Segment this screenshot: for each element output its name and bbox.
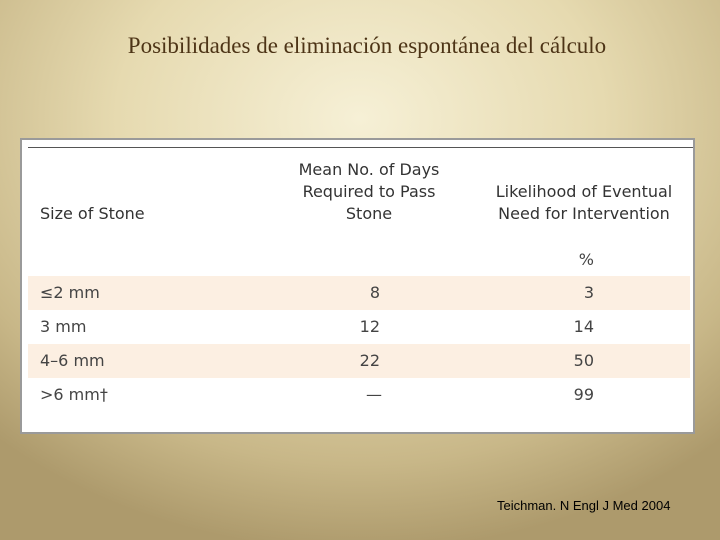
header-line: Need for Intervention <box>498 204 670 223</box>
table-row: 3 mm 12 14 <box>28 310 690 344</box>
table-cell: >6 mm† <box>40 385 108 404</box>
rule <box>28 147 693 148</box>
header-cell: Mean No. of Days Required to Pass Stone <box>284 159 454 225</box>
header-line: Size of Stone <box>40 204 145 223</box>
table: Size of Stone Mean No. of Days Required … <box>20 138 695 434</box>
header-line: Mean No. of Days <box>298 160 440 179</box>
table-cell: 12 <box>359 317 380 336</box>
slide-title: Posibilidades de eliminación espontánea … <box>127 33 607 58</box>
citation: Teichman. N Engl J Med 2004 <box>497 498 671 513</box>
table-row: ≤2 mm 8 3 <box>28 276 690 310</box>
header-line: Likelihood of Eventual <box>495 182 673 201</box>
table-cell: — <box>366 385 382 404</box>
header-cell: Size of Stone <box>40 203 145 225</box>
table-cell: 3 mm <box>40 317 87 336</box>
unit: % <box>578 250 594 269</box>
table-cell: 50 <box>573 351 594 370</box>
header-line: Stone <box>345 204 393 223</box>
table-row: 4–6 mm 22 50 <box>28 344 690 378</box>
table-cell: 8 <box>369 283 380 302</box>
header-line: Required to Pass <box>302 182 436 201</box>
table-row: >6 mm† — 99 <box>28 378 690 412</box>
table-cell: 3 <box>583 283 594 302</box>
table-cell: 22 <box>359 351 380 370</box>
table-cell: 14 <box>573 317 594 336</box>
table-cell: 4–6 mm <box>40 351 105 370</box>
table-cell: 99 <box>573 385 594 404</box>
table-cell: ≤2 mm <box>40 283 100 302</box>
header-cell: Likelihood of Eventual Need for Interven… <box>484 181 684 225</box>
